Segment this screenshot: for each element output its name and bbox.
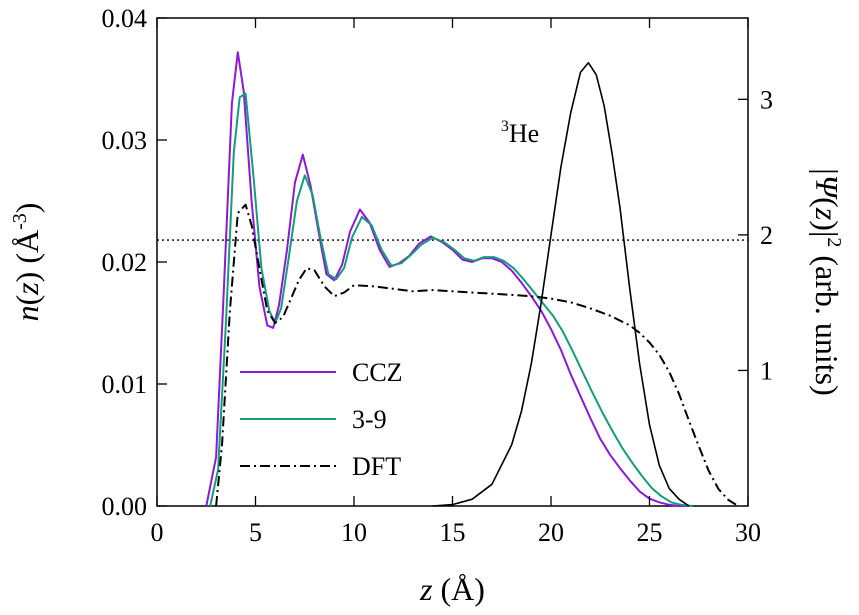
series-layer <box>205 51 739 507</box>
y-tick-label: 0.04 <box>102 4 148 33</box>
y-tick-label: 0.03 <box>102 126 148 155</box>
x-tick-label: 20 <box>538 518 564 547</box>
x-tick-label: 15 <box>440 518 466 547</box>
series-line-3he <box>432 61 690 507</box>
series-line-3-9 <box>209 92 693 507</box>
annotation-layer: 3He <box>501 118 539 148</box>
y2-tick-label: 1 <box>760 356 773 385</box>
x-tick-label: 5 <box>249 518 262 547</box>
plot-frame <box>156 17 749 507</box>
legend: CCZ 3-9 DFT <box>240 358 403 481</box>
y-tick-label: 0.00 <box>102 492 148 521</box>
x-tick-label: 30 <box>735 518 761 547</box>
x-axis-title: z (Å) <box>419 571 485 607</box>
legend-label-ccz: CCZ <box>352 358 403 387</box>
y-tick-label: 0.01 <box>102 370 148 399</box>
x-tick-label: 25 <box>637 518 663 547</box>
y-axis-title: n(z) (Å-3) <box>9 203 45 322</box>
axis-titles: z (Å) n(z) (Å-3) |Ψ(z)|2 (arb. units) <box>9 168 845 607</box>
x-tick-label: 0 <box>151 518 164 547</box>
legend-label-dft: DFT <box>352 452 401 481</box>
axis-layer: 0 5 10 15 20 25 30 0.00 0.01 0.02 0.03 0.04 1 2 3 <box>102 4 774 547</box>
y-tick-label: 0.02 <box>102 248 148 277</box>
y2-axis-title: |Ψ(z)|2 (arb. units) <box>809 168 845 395</box>
x-tick-label: 10 <box>341 518 367 547</box>
series-line-ccz <box>205 51 689 507</box>
series-line-dft <box>215 203 739 507</box>
annotation-3he: 3He <box>501 118 539 148</box>
y2-tick-label: 2 <box>760 221 773 250</box>
legend-label-3-9: 3-9 <box>352 405 387 434</box>
y2-tick-label: 3 <box>760 85 773 114</box>
